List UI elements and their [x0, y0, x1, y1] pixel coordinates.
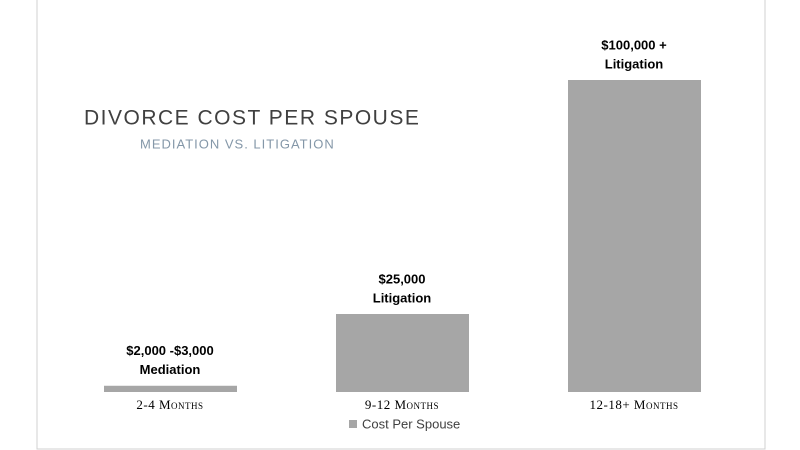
chart-subtitle: MEDIATION VS. LITIGATION — [140, 136, 335, 151]
x-tick-label: 2-4 Months — [136, 397, 203, 412]
data-label: $25,000 — [379, 271, 426, 286]
x-tick-label: 9-12 Months — [365, 397, 439, 412]
data-label: $100,000 + — [601, 37, 667, 52]
x-tick-label: 12-18+ Months — [590, 397, 679, 412]
legend-label: Cost Per Spouse — [362, 416, 460, 431]
data-label-method: Mediation — [140, 362, 201, 377]
data-label-method: Litigation — [605, 56, 664, 71]
bar — [104, 385, 237, 392]
bar — [568, 80, 701, 392]
bar — [336, 314, 469, 392]
chart-title: DIVORCE COST PER SPOUSE — [84, 107, 420, 130]
data-label-method: Litigation — [373, 290, 432, 305]
chart-frame — [36, 0, 766, 450]
legend-swatch — [349, 420, 357, 428]
data-label: $2,000 -$3,000 — [126, 343, 213, 358]
